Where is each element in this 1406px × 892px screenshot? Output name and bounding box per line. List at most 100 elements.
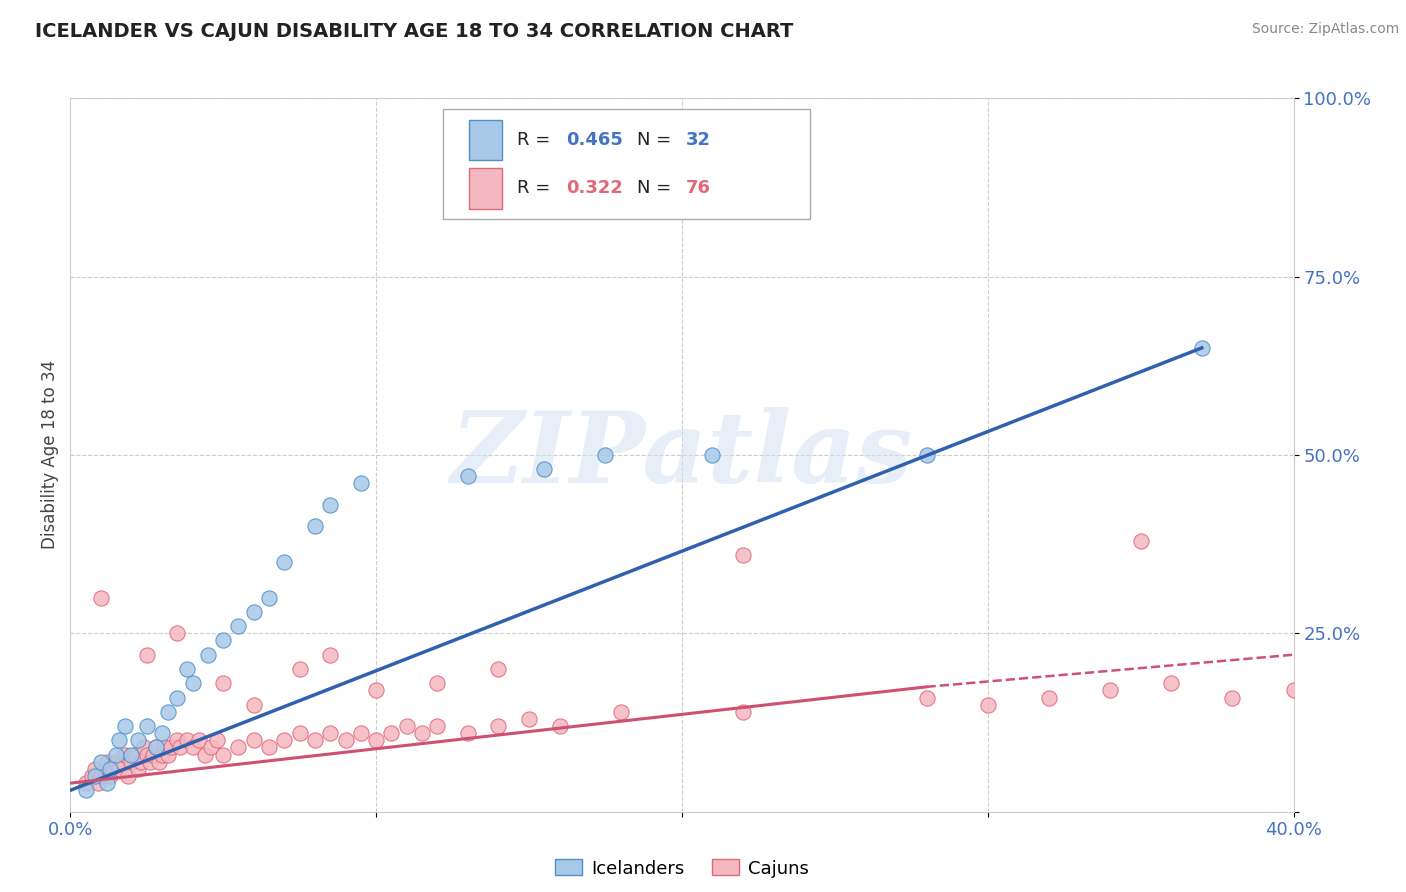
Point [1038, 690, 1060, 705]
Point [733, 548, 755, 562]
Point [139, 755, 162, 769]
Point [243, 605, 266, 619]
Point [166, 690, 188, 705]
Point [1191, 341, 1213, 355]
Point [135, 719, 157, 733]
Point [350, 726, 373, 740]
Point [75, 776, 97, 790]
Point [96, 755, 118, 769]
Y-axis label: Disability Age 18 to 34: Disability Age 18 to 34 [41, 360, 59, 549]
Point [108, 733, 131, 747]
Point [380, 726, 402, 740]
Text: N =: N = [637, 179, 676, 197]
Point [915, 448, 938, 462]
Point [212, 747, 235, 762]
Point [366, 733, 388, 747]
Point [205, 733, 228, 747]
Point [194, 747, 217, 762]
Point [1099, 683, 1122, 698]
Point [108, 762, 131, 776]
Point [488, 662, 510, 676]
Point [976, 698, 998, 712]
Point [181, 740, 204, 755]
Point [90, 769, 112, 783]
Point [212, 676, 235, 690]
Point [157, 747, 180, 762]
Point [114, 747, 136, 762]
Point [1282, 683, 1305, 698]
Point [169, 740, 191, 755]
FancyBboxPatch shape [443, 109, 810, 219]
Point [132, 740, 155, 755]
Point [212, 633, 235, 648]
Point [166, 733, 188, 747]
Point [83, 769, 105, 783]
Point [517, 712, 540, 726]
Point [87, 776, 110, 790]
Point [395, 719, 418, 733]
Point [426, 676, 449, 690]
Point [93, 762, 115, 776]
Point [124, 747, 146, 762]
Point [243, 733, 266, 747]
Text: 0.322: 0.322 [565, 179, 623, 197]
Text: R =: R = [517, 131, 555, 149]
Point [257, 591, 280, 605]
Point [181, 676, 204, 690]
Text: 32: 32 [686, 131, 710, 149]
Point [411, 726, 433, 740]
Point [101, 762, 124, 776]
Text: Source: ZipAtlas.com: Source: ZipAtlas.com [1251, 22, 1399, 37]
Point [350, 476, 373, 491]
Point [105, 755, 128, 769]
Point [121, 747, 143, 762]
Point [135, 648, 157, 662]
Text: ZIPatlas: ZIPatlas [451, 407, 912, 503]
Point [117, 769, 139, 783]
Point [135, 747, 157, 762]
Point [145, 740, 167, 755]
Point [548, 719, 571, 733]
Point [319, 648, 342, 662]
Point [610, 705, 633, 719]
Point [288, 662, 311, 676]
Point [80, 769, 103, 783]
Point [533, 462, 555, 476]
Point [90, 591, 112, 605]
Point [114, 719, 136, 733]
Point [273, 555, 295, 569]
Point [129, 755, 152, 769]
Point [98, 762, 121, 776]
Point [121, 755, 143, 769]
Legend: Icelanders, Cajuns: Icelanders, Cajuns [548, 852, 815, 885]
Text: 76: 76 [686, 179, 710, 197]
Point [166, 626, 188, 640]
Point [96, 776, 118, 790]
Text: N =: N = [637, 131, 676, 149]
Point [157, 705, 180, 719]
Point [228, 619, 250, 633]
Point [187, 733, 209, 747]
FancyBboxPatch shape [470, 168, 502, 209]
Point [366, 683, 388, 698]
Point [150, 726, 173, 740]
Point [98, 769, 121, 783]
Point [1129, 533, 1152, 548]
FancyBboxPatch shape [470, 120, 502, 161]
Text: R =: R = [517, 179, 555, 197]
Point [702, 448, 724, 462]
Point [335, 733, 357, 747]
Point [1220, 690, 1243, 705]
Point [150, 747, 173, 762]
Point [153, 740, 176, 755]
Point [319, 726, 342, 740]
Point [304, 519, 326, 533]
Point [90, 755, 112, 769]
Point [733, 705, 755, 719]
Point [148, 755, 170, 769]
Point [457, 469, 479, 483]
Point [426, 719, 449, 733]
Point [288, 726, 311, 740]
Point [228, 740, 250, 755]
Point [200, 740, 222, 755]
